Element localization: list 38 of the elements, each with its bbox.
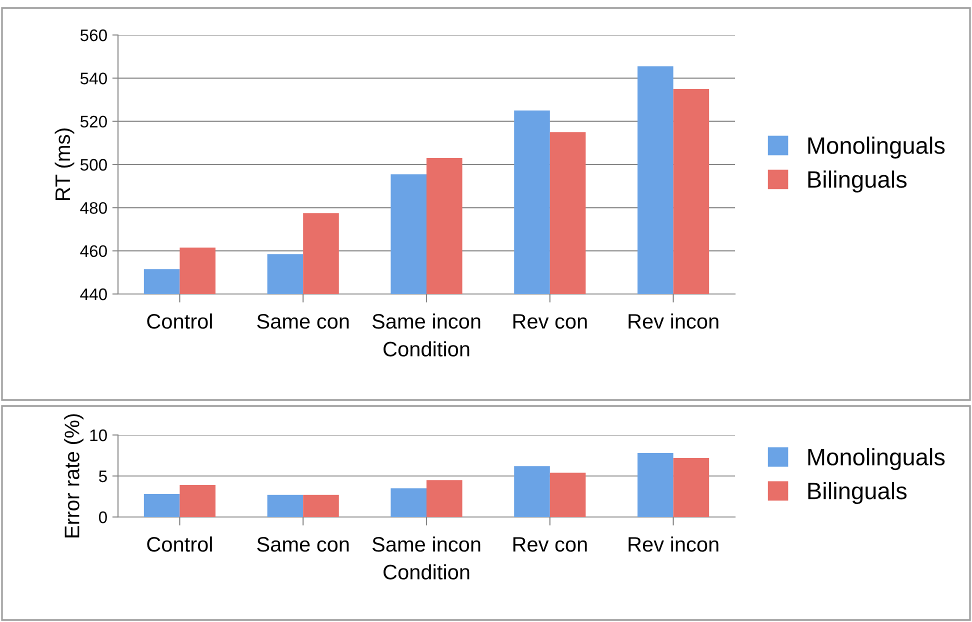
bar bbox=[303, 494, 339, 517]
bar bbox=[514, 466, 550, 517]
y-tick-label: 5 bbox=[98, 470, 107, 482]
bar bbox=[550, 472, 586, 517]
x-tick-label: Same con bbox=[257, 314, 349, 329]
y-tick-label: 460 bbox=[80, 245, 107, 258]
x-tick-label: Same incon bbox=[372, 536, 480, 552]
bar bbox=[267, 494, 304, 517]
y-tick-label: 440 bbox=[80, 288, 107, 300]
x-tick-label: Rev incon bbox=[628, 536, 718, 552]
x-tick-label: Rev incon bbox=[628, 313, 718, 329]
x-tick-label: Control bbox=[147, 313, 212, 329]
bar bbox=[390, 488, 426, 517]
legend-label: Monolinguals bbox=[808, 136, 945, 159]
legend-label: Monolinguals bbox=[808, 448, 945, 470]
y-tick-label: 540 bbox=[80, 72, 107, 84]
x-tick-label: Rev con bbox=[513, 537, 587, 552]
y-axis-title: Error rate (%) bbox=[64, 414, 84, 538]
x-tick-label: Same con bbox=[257, 536, 349, 552]
bar bbox=[673, 458, 710, 517]
x-axis-title: Condition bbox=[384, 341, 470, 356]
y-tick-label: 560 bbox=[80, 29, 107, 42]
bar bbox=[180, 485, 216, 517]
y-tick-label: 10 bbox=[90, 429, 107, 442]
x-tick-label: Rev con bbox=[513, 314, 587, 329]
x-tick-label: Control bbox=[147, 536, 212, 552]
y-tick-label: 520 bbox=[80, 116, 107, 128]
bar bbox=[144, 494, 180, 517]
bar bbox=[638, 453, 674, 517]
bar bbox=[426, 480, 462, 517]
legend-label: Bilinguals bbox=[808, 170, 907, 193]
y-tick-label: 500 bbox=[80, 158, 107, 171]
x-axis-title: Condition bbox=[384, 564, 470, 580]
y-axis-title: RT (ms) bbox=[54, 128, 74, 200]
x-tick-label: Same incon bbox=[372, 313, 480, 329]
y-tick-label: 480 bbox=[80, 202, 107, 214]
legend-label: Bilinguals bbox=[808, 482, 907, 504]
y-tick-label: 0 bbox=[98, 511, 107, 524]
